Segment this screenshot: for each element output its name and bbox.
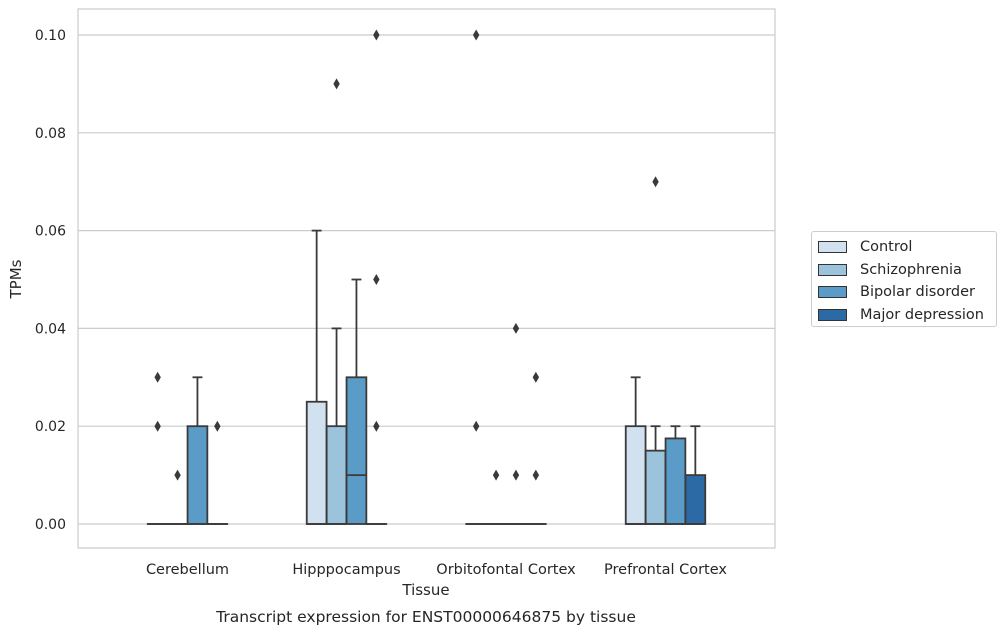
x-axis-ticks: Cerebellum Hipppocampus Orbitofontal Corte… xyxy=(146,562,727,578)
legend-swatch-schizophrenia xyxy=(818,263,847,276)
legend: Control Schizophrenia Bipolar disorder M… xyxy=(811,231,997,327)
box-bipolar-disorder-hipppocampus xyxy=(345,278,368,525)
legend-swatch-bipolar-disorder xyxy=(818,286,847,299)
box-schizophrenia-orbitofontal-cortex xyxy=(485,469,507,525)
box-control-orbitofontal-cortex xyxy=(465,29,487,525)
box-layer xyxy=(146,29,707,525)
y-tick-label: 0.08 xyxy=(35,126,66,142)
outlier-point xyxy=(154,371,161,383)
x-tick-label-prefrontal-cortex: Prefrontal Cortex xyxy=(604,562,727,578)
outlier-point xyxy=(373,274,380,285)
legend-item-control: Control xyxy=(818,236,996,259)
y-axis-label: TPMs xyxy=(7,259,25,299)
box-bipolar-disorder-cerebellum xyxy=(186,376,209,525)
legend-label: Schizophrenia xyxy=(860,261,962,278)
outlier-point xyxy=(532,469,540,481)
plot-area-frame xyxy=(77,8,776,549)
x-tick-label-cerebellum: Cerebellum xyxy=(146,562,229,578)
outlier-point xyxy=(512,322,520,334)
y-tick-label: 0.00 xyxy=(35,517,66,533)
box-major-depression-prefrontal-cortex xyxy=(684,425,707,525)
box-bipolar-disorder-prefrontal-cortex xyxy=(664,425,687,525)
y-tick-label: 0.02 xyxy=(35,419,66,435)
legend-swatch-control xyxy=(818,241,847,254)
box-bipolar-disorder-orbitofontal-cortex xyxy=(505,322,527,525)
box-body xyxy=(644,449,667,525)
box-body xyxy=(325,425,348,525)
y-tick-label: 0.10 xyxy=(35,28,66,44)
y-tick-label: 0.06 xyxy=(35,224,66,240)
box-major-depression-hipppocampus xyxy=(365,29,388,525)
y-tick-label: 0.04 xyxy=(35,321,66,337)
x-tick-label-hipppocampus: Hipppocampus xyxy=(292,562,400,578)
outlier-point xyxy=(512,469,520,481)
box-body xyxy=(684,474,707,525)
y-axis-ticks: 0.00 0.02 0.04 0.06 0.08 0.10 xyxy=(35,28,66,533)
outlier-point xyxy=(174,469,181,481)
legend-label: Major depression xyxy=(860,306,984,323)
chart-title: Transcript expression for ENST0000064687… xyxy=(215,608,636,626)
box-body xyxy=(186,425,209,525)
outlier-point xyxy=(154,420,161,432)
legend-swatch-major-depression xyxy=(818,308,847,321)
outlier-point xyxy=(373,29,380,41)
box-body xyxy=(345,376,368,525)
box-schizophrenia-prefrontal-cortex xyxy=(644,176,667,525)
box-body xyxy=(624,425,647,525)
outlier-point xyxy=(214,420,221,432)
outlier-point xyxy=(373,420,380,432)
outlier-point xyxy=(472,29,480,41)
box-body xyxy=(664,437,687,525)
box-control-prefrontal-cortex xyxy=(624,376,647,525)
box-major-depression-cerebellum xyxy=(206,420,229,525)
box-control-hipppocampus xyxy=(305,229,328,525)
legend-item-schizophrenia: Schizophrenia xyxy=(818,259,996,282)
box-major-depression-orbitofontal-cortex xyxy=(525,371,547,525)
x-tick-label-orbitofontal-cortex: Orbitofontal Cortex xyxy=(436,562,576,578)
outlier-point xyxy=(472,420,480,432)
box-schizophrenia-hipppocampus xyxy=(325,78,348,525)
outlier-point xyxy=(333,78,340,90)
legend-item-bipolar-disorder: Bipolar disorder xyxy=(818,281,996,304)
legend-label: Bipolar disorder xyxy=(860,284,975,301)
legend-item-major-depression: Major depression xyxy=(818,304,996,327)
outlier-point xyxy=(492,469,500,481)
box-control-cerebellum xyxy=(146,371,169,525)
legend-label: Control xyxy=(860,239,913,256)
box-body xyxy=(305,400,328,525)
outlier-point xyxy=(652,176,659,188)
outlier-point xyxy=(532,371,540,383)
box-schizophrenia-cerebellum xyxy=(166,469,189,525)
x-axis-label: Tissue xyxy=(401,581,449,599)
